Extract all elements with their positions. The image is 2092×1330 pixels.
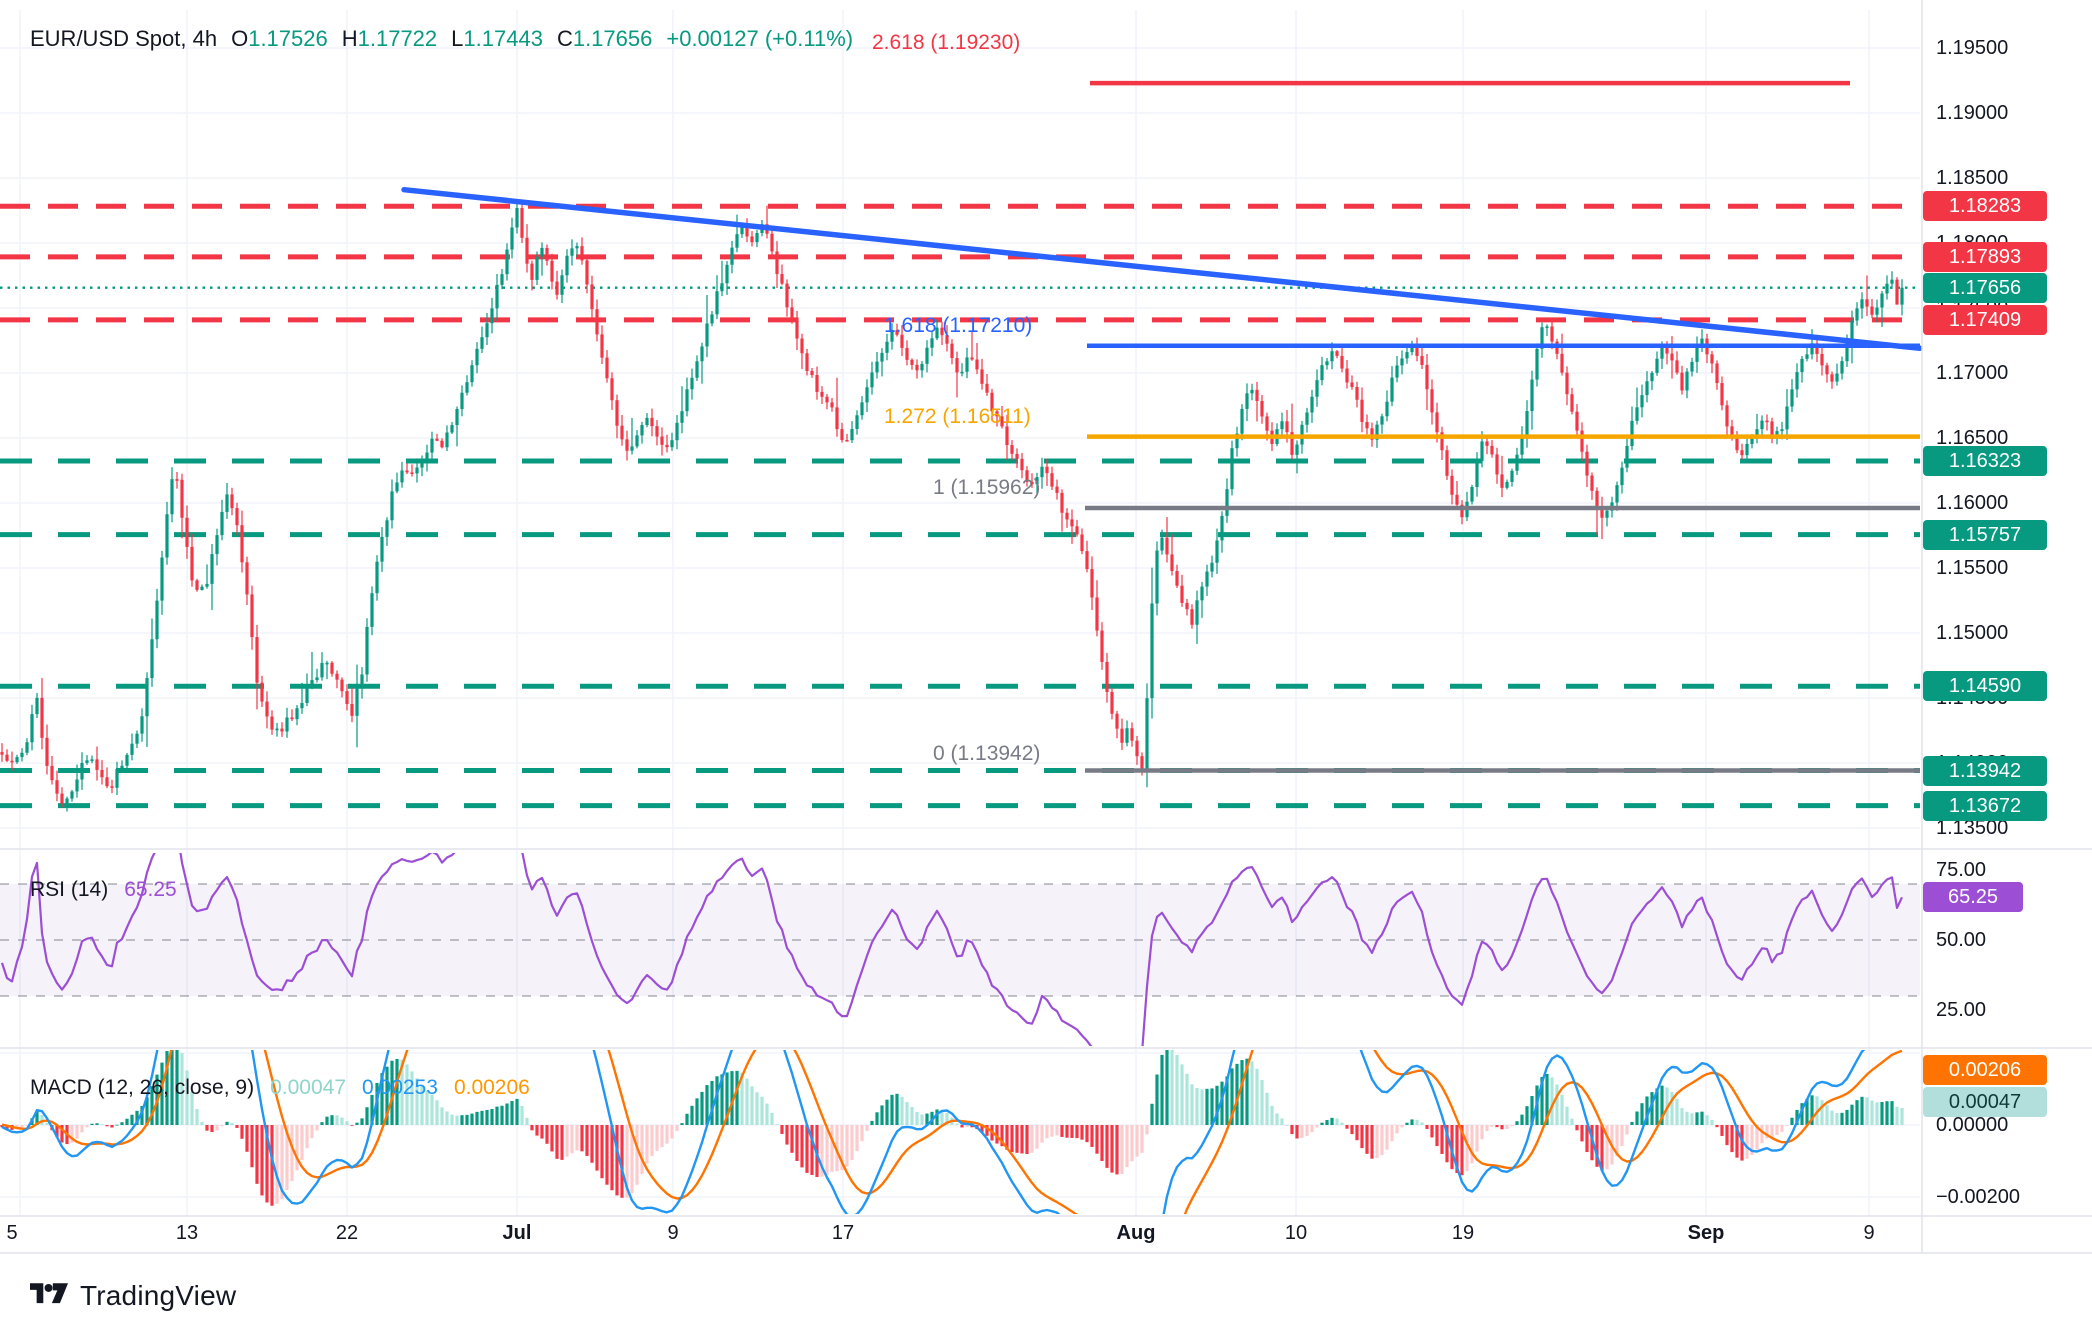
macd-hist-badge: 0.00047: [1923, 1087, 2047, 1117]
ohlc-low: L1.17443: [451, 26, 543, 51]
rsi-plot[interactable]: [0, 817, 1903, 1064]
price-axis-tick[interactable]: 1.19500: [1936, 37, 2009, 59]
pane-separators: [0, 0, 2092, 1254]
price-axis-tick[interactable]: 1.15000: [1936, 622, 2009, 644]
macd-signal-badge: 0.00206: [1923, 1055, 2047, 1085]
ohlc-open: O1.17526: [231, 26, 328, 51]
price-level-badge: 1.17656: [1923, 272, 2047, 303]
rsi-value-badge: 65.25: [1923, 882, 2023, 913]
tradingview-logo-icon: [30, 1282, 68, 1303]
price-level-badge: 1.17409: [1923, 304, 2047, 335]
macd-signal-value: 0.00206: [453, 1076, 530, 1099]
time-axis-label[interactable]: 5: [6, 1222, 18, 1244]
rsi-axis-tick[interactable]: 50.00: [1936, 929, 1987, 951]
price-level-badge: 1.13942: [1923, 755, 2047, 786]
fib-level-label[interactable]: 0 (1.13942): [933, 742, 1041, 765]
tradingview-logo-text: TradingView: [80, 1280, 237, 1311]
time-axis-label[interactable]: 17: [831, 1222, 855, 1244]
support-resistance-levels[interactable]: [0, 203, 1920, 809]
rsi-label: RSI (14): [30, 878, 109, 901]
candlestick-series[interactable]: [0, 200, 1904, 812]
price-level-badge: 1.17893: [1923, 241, 2047, 272]
price-axis-tick[interactable]: 1.19000: [1936, 102, 2009, 124]
macd-axis-tick[interactable]: −0.00200: [1936, 1186, 2020, 1208]
time-axis-label[interactable]: 22: [335, 1222, 359, 1244]
price-level-badge: 1.14590: [1923, 671, 2047, 702]
macd-header[interactable]: MACD (12, 26, close, 9) 0.00047 0.00253 …: [30, 1076, 530, 1100]
macd-axis-tick[interactable]: 0.00000: [1936, 1114, 2009, 1136]
rsi-value: 65.25: [124, 878, 177, 901]
price-axis-tick[interactable]: 1.15500: [1936, 557, 2009, 579]
time-axis-label[interactable]: Sep: [1687, 1222, 1725, 1244]
macd-line-value: 0.00253: [362, 1076, 438, 1099]
price-level-badge: 1.15757: [1923, 519, 2047, 550]
price-axis-tick[interactable]: 1.13500: [1936, 817, 2009, 839]
time-axis-label[interactable]: Jul: [502, 1222, 532, 1244]
symbol-header[interactable]: EUR/USD Spot, 4h O1.17526 H1.17722 L1.17…: [30, 26, 853, 52]
symbol-title[interactable]: EUR/USD Spot, 4h: [30, 26, 218, 51]
price-axis-tick[interactable]: 1.16500: [1936, 427, 2009, 449]
time-axis-label[interactable]: 9: [667, 1222, 679, 1244]
macd-plot[interactable]: [0, 905, 1904, 1330]
rsi-axis-tick[interactable]: 75.00: [1936, 859, 1987, 881]
rsi-band: [0, 883, 1920, 997]
rsi-axis-tick[interactable]: 25.00: [1936, 999, 1987, 1021]
macd-hist-value: 0.00047: [270, 1076, 347, 1099]
ohlc-close: C1.17656: [556, 26, 653, 51]
time-axis-label[interactable]: 19: [1451, 1222, 1475, 1244]
time-axis-label[interactable]: 10: [1284, 1222, 1308, 1244]
gridlines: [0, 10, 1920, 1216]
time-axis-label[interactable]: 13: [175, 1222, 199, 1244]
fib-and-trendline-drawings[interactable]: [401, 80, 1923, 773]
price-level-badge: 1.13672: [1923, 790, 2047, 821]
ohlc-high: H1.17722: [341, 26, 438, 51]
fib-level-label[interactable]: 1 (1.15962): [933, 476, 1041, 499]
price-change: +0.00127 (+0.11%): [666, 26, 854, 51]
price-level-badge: 1.16323: [1923, 446, 2047, 476]
time-axis-label[interactable]: Aug: [1116, 1222, 1156, 1244]
price-axis-tick[interactable]: 1.16000: [1936, 492, 2009, 514]
price-axis-tick[interactable]: 1.18500: [1936, 167, 2009, 189]
fib-level-label[interactable]: 2.618 (1.19230): [872, 31, 1021, 54]
rsi-header[interactable]: RSI (14) 65.25: [30, 878, 177, 902]
macd-label: MACD (12, 26, close, 9): [30, 1076, 255, 1099]
tradingview-watermark[interactable]: TradingView: [30, 1280, 236, 1312]
price-axis-tick[interactable]: 1.17000: [1936, 362, 2009, 384]
price-level-badge: 1.18283: [1923, 191, 2047, 222]
time-axis-label[interactable]: 9: [1863, 1222, 1875, 1244]
fib-level-label[interactable]: 1.272 (1.16511): [884, 405, 1031, 428]
fib-level-label[interactable]: 1.618 (1.17210): [884, 314, 1033, 337]
